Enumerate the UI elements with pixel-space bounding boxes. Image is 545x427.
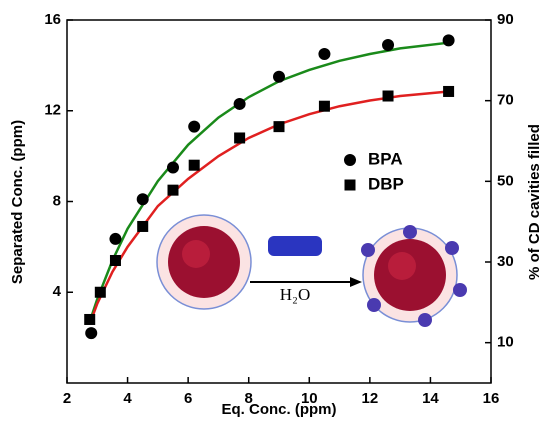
point [136, 193, 149, 206]
inset-illustration [156, 214, 467, 327]
y2-tick-label: 50 [497, 172, 514, 189]
point [233, 97, 246, 110]
point [382, 38, 395, 51]
point [109, 254, 121, 266]
point [234, 132, 246, 144]
point [109, 232, 122, 245]
legend-marker [344, 179, 356, 191]
y2-tick-label: 30 [497, 253, 514, 270]
point [188, 120, 201, 133]
y-tick-label: 8 [53, 192, 61, 209]
point [85, 327, 98, 340]
legend-marker [344, 154, 356, 166]
x-tick-label: 8 [245, 390, 253, 407]
fit-line [88, 90, 449, 325]
x-tick-label: 12 [362, 390, 379, 407]
y2-tick-label: 70 [497, 92, 514, 109]
x-tick-label: 10 [301, 390, 318, 407]
point [382, 90, 394, 102]
point [84, 313, 96, 325]
x-tick-label: 14 [422, 390, 439, 407]
point [318, 100, 330, 112]
point [443, 85, 455, 97]
y2-tick-label: 90 [497, 11, 514, 28]
point [188, 159, 200, 171]
point [137, 220, 149, 232]
y2-axis-label: % of CD cavities filled [526, 124, 543, 280]
legend-label: BPA [368, 149, 403, 168]
x-tick-label: 16 [483, 390, 500, 407]
x-tick-label: 2 [63, 390, 71, 407]
point [318, 48, 331, 61]
legend-label: DBP [368, 174, 404, 193]
point [442, 34, 455, 47]
point [273, 70, 285, 83]
x-axis-label: Eq. Conc. (ppm) [222, 401, 337, 418]
y-tick-label: 12 [44, 102, 61, 119]
annotation: H₂O [280, 285, 310, 304]
point [167, 161, 179, 174]
y-tick-label: 16 [44, 11, 61, 28]
y2-tick-label: 10 [497, 334, 514, 351]
y-tick-label: 4 [53, 283, 62, 300]
point [167, 184, 179, 196]
x-tick-label: 4 [123, 390, 132, 407]
y-axis-label: Separated Conc. (ppm) [9, 120, 26, 284]
point [273, 121, 285, 133]
x-tick-label: 6 [184, 390, 192, 407]
point [94, 286, 106, 298]
